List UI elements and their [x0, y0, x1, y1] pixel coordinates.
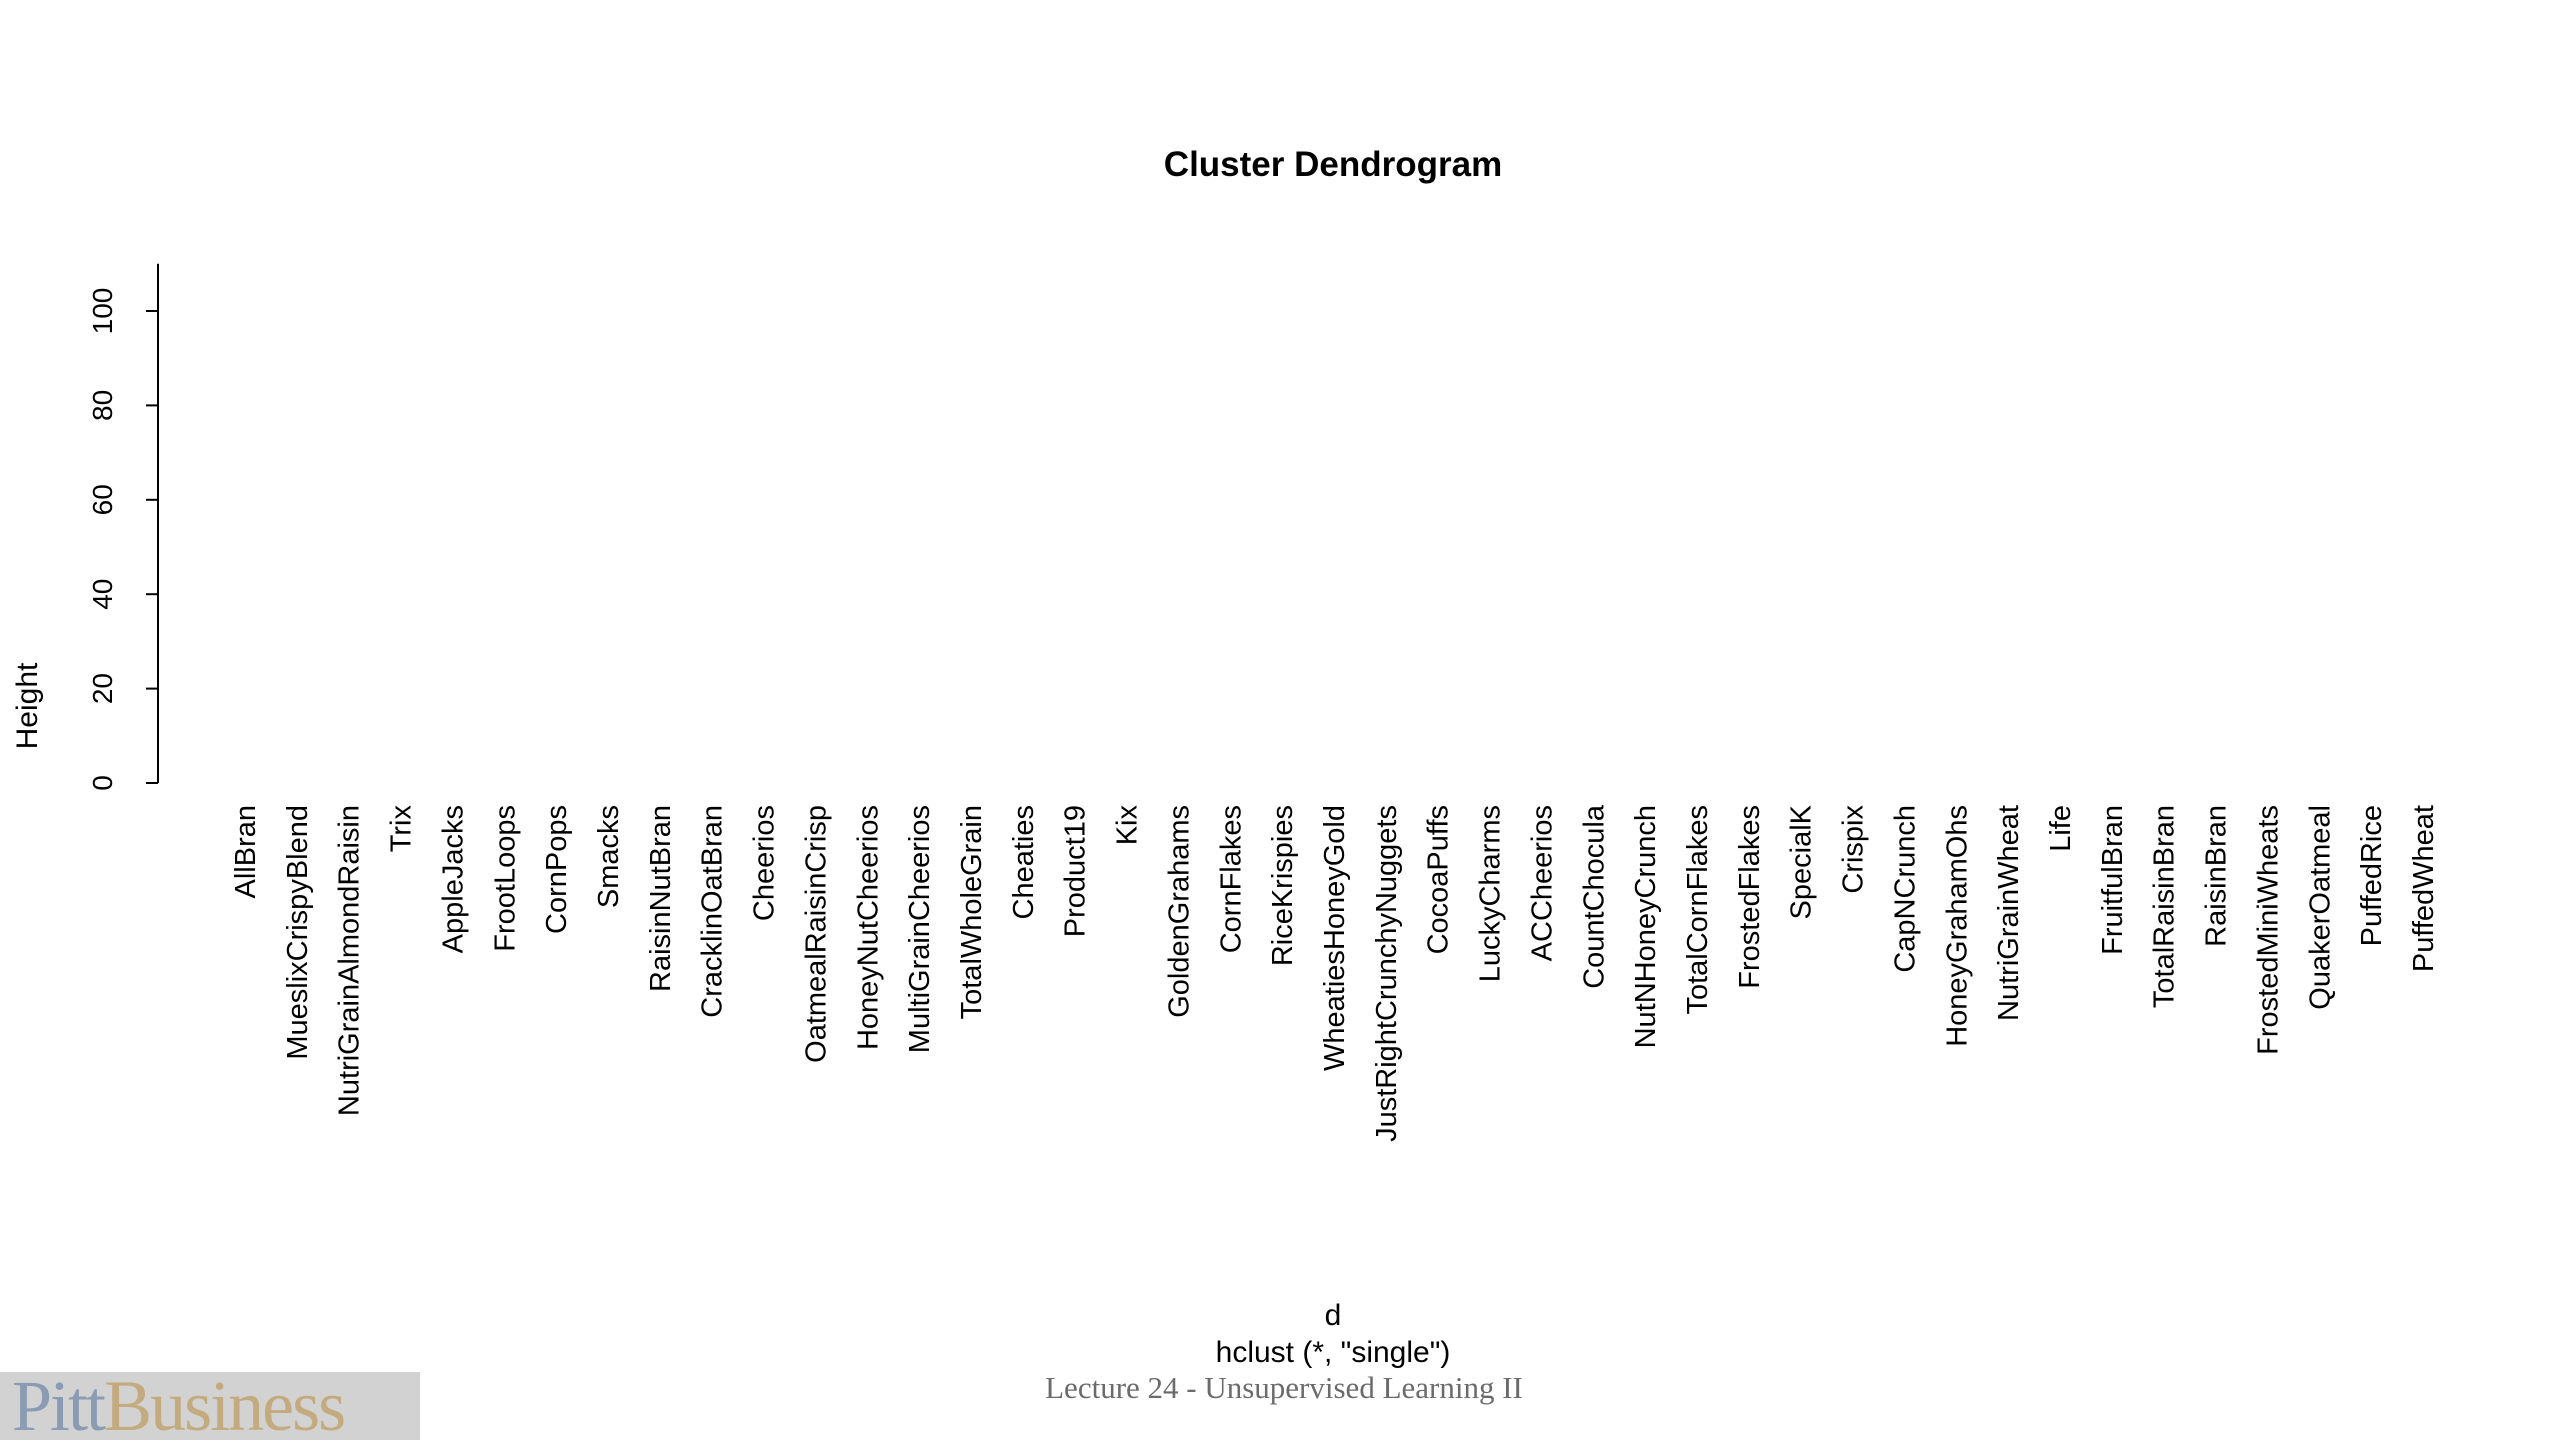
leaf-label: Cheerios: [749, 805, 781, 921]
leaf-label: CornFlakes: [1215, 805, 1247, 953]
leaf-label: Kix: [1112, 805, 1144, 846]
leaf-label: LuckyCharms: [1475, 805, 1507, 982]
leaf-label: TotalRaisinBran: [2149, 805, 2181, 1008]
leaf-label: FrootLoops: [489, 805, 521, 952]
chart-title: Cluster Dendrogram: [1164, 145, 1502, 184]
leaf-label: FrostedMiniWheats: [2252, 805, 2284, 1055]
leaf-label: OatmealRaisinCrisp: [800, 805, 832, 1063]
leaf-labels: AllBran MueslixCrispyBlend NutriGrainAlmon…: [230, 804, 2440, 1142]
leaf-label: NutriGrainAlmondRaisin: [334, 805, 366, 1116]
leaf-label: TotalWholeGrain: [956, 805, 988, 1019]
leaf-label: WheatiesHoneyGold: [1319, 805, 1351, 1071]
leaf-label: AllBran: [230, 805, 262, 899]
y-tick-label: 100: [87, 288, 118, 335]
leaf-label: HoneyNutCheerios: [852, 805, 884, 1050]
leaf-label: RiceKrispies: [1267, 805, 1299, 966]
leaf-label: NutNHoneyCrunch: [1630, 805, 1662, 1048]
leaf-label: TotalCornFlakes: [1682, 805, 1714, 1015]
leaf-label: Life: [2045, 805, 2077, 852]
pitt-business-logo: PittBusiness: [0, 1370, 420, 1442]
leaf-label: NutriGrainWheat: [1993, 805, 2025, 1021]
leaf-label: CountChocula: [1578, 804, 1610, 989]
y-tick-label: 40: [87, 579, 118, 610]
leaf-label: HoneyGrahamOhs: [1941, 805, 1973, 1047]
logo-text-pitt: Pitt: [12, 1366, 106, 1446]
y-tick-label: 0: [87, 775, 118, 791]
leaf-label: Crispix: [1838, 805, 1870, 894]
leaf-label: MultiGrainCheerios: [904, 805, 936, 1053]
leaf-label: CracklinOatBran: [697, 805, 729, 1018]
leaf-label: RaisinNutBran: [645, 805, 677, 992]
leaf-label: CocoaPuffs: [1423, 805, 1455, 954]
leaf-label: MueslixCrispyBlend: [282, 805, 314, 1060]
leaf-label: PuffedWheat: [2408, 805, 2440, 972]
y-tick-label: 80: [87, 390, 118, 421]
leaf-label: GoldenGrahams: [1163, 805, 1195, 1018]
y-tick-label: 60: [87, 484, 118, 515]
leaf-label: CapNCrunch: [1889, 805, 1921, 973]
logo-text-business: Business: [104, 1366, 346, 1446]
lecture-caption: Lecture 24 - Unsupervised Learning II: [1045, 1370, 1523, 1405]
leaf-label: SpecialK: [1786, 804, 1818, 919]
leaf-label: Smacks: [593, 805, 625, 908]
slide-footer: Lecture 24 - Unsupervised Learning II: [0, 1370, 2560, 1406]
leaf-label: ACCheerios: [1526, 805, 1558, 961]
leaf-label: CornPops: [541, 805, 573, 934]
y-axis: 0 20 40 60 80 100: [87, 263, 159, 791]
leaf-label: Product19: [1060, 805, 1092, 937]
y-axis-label: Height: [11, 662, 44, 749]
hclust-method-label: hclust (*, "single"): [1216, 1336, 1451, 1369]
leaf-label: FruitfulBran: [2097, 805, 2129, 955]
leaf-label: AppleJacks: [437, 805, 469, 953]
leaf-label: JustRightCrunchyNuggets: [1371, 805, 1403, 1142]
x-axis-label: d: [1325, 1299, 1342, 1332]
leaf-label: Trix: [386, 805, 418, 853]
y-tick-label: 20: [87, 673, 118, 704]
leaf-label: PuffedRice: [2356, 805, 2388, 946]
leaf-label: FrostedFlakes: [1734, 805, 1766, 989]
leaf-label: Cheaties: [1008, 805, 1040, 919]
leaf-label: RaisinBran: [2201, 805, 2233, 947]
leaf-label: QuakerOatmeal: [2304, 805, 2336, 1010]
